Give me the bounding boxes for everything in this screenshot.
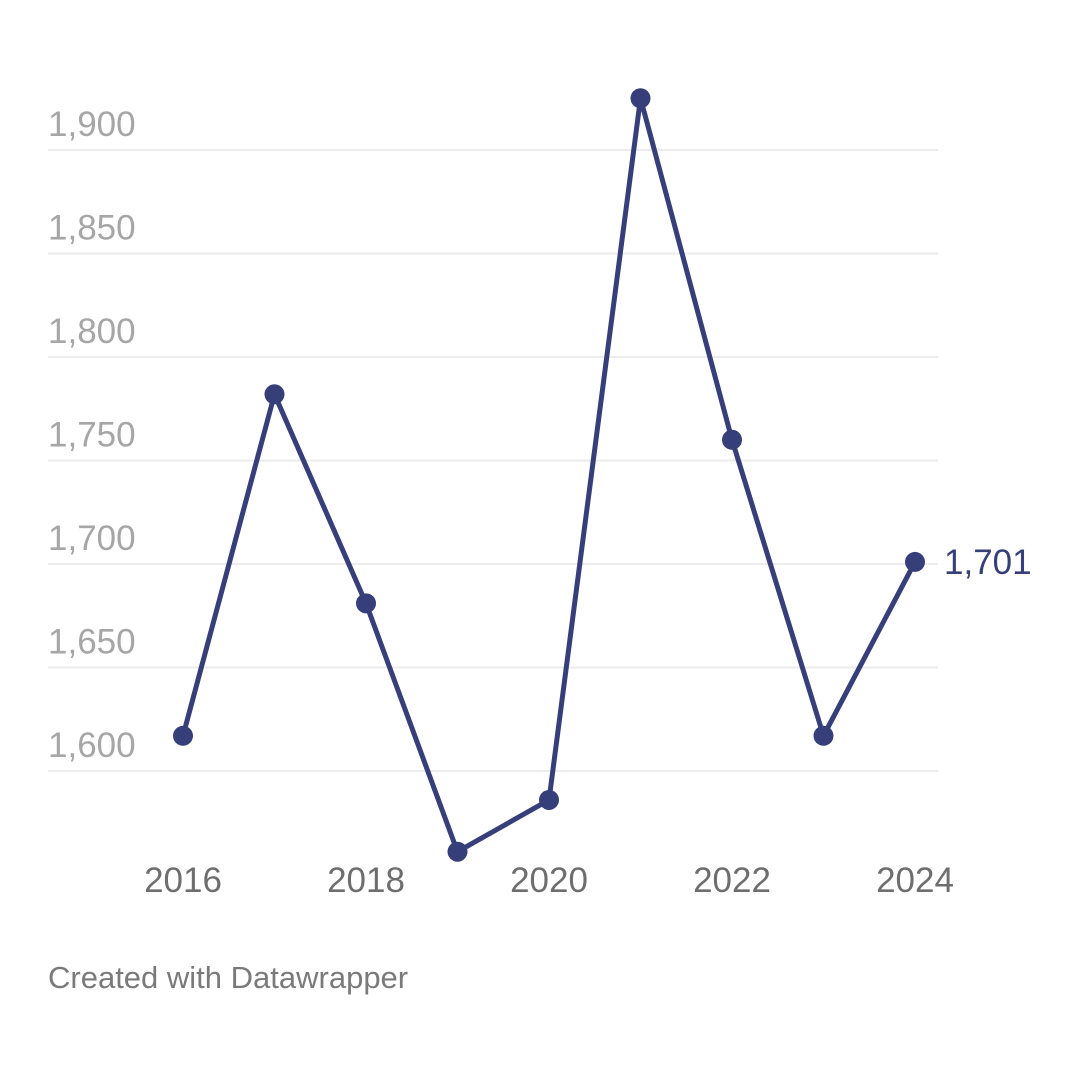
data-labels: 1,701 (944, 543, 1032, 582)
x-tick-label: 2022 (693, 861, 771, 900)
x-axis-tick-labels: 2016 2018 2020 2022 2024 (144, 861, 954, 900)
x-tick-label: 2018 (327, 861, 405, 900)
y-tick-label: 1,700 (48, 519, 136, 558)
datawrapper-credit: Created with Datawrapper (48, 960, 409, 995)
data-point-2021 (630, 88, 651, 109)
x-tick-label: 2020 (510, 861, 588, 900)
y-axis-tick-labels: 1,600 1,650 1,700 1,750 1,800 1,850 1,900 (48, 105, 136, 765)
data-point-2017 (264, 384, 285, 405)
series-line-layer (180, 95, 918, 855)
y-tick-label: 1,800 (48, 312, 136, 351)
data-points (173, 88, 925, 862)
x-tick-label: 2024 (876, 861, 954, 900)
end-value-label: 1,701 (944, 543, 1032, 582)
series-line (180, 95, 918, 855)
y-tick-label: 1,600 (48, 726, 136, 765)
data-point-2020 (539, 789, 559, 810)
y-tick-label: 1,750 (48, 416, 136, 455)
data-point-2023 (813, 725, 834, 746)
y-tick-label: 1,900 (48, 105, 136, 144)
y-tick-label: 1,850 (48, 209, 136, 248)
data-point-2018 (356, 593, 376, 614)
data-point-2024 (905, 551, 925, 572)
x-tick-label: 2016 (144, 861, 222, 900)
y-tick-label: 1,650 (48, 623, 136, 662)
data-point-2019 (447, 841, 468, 862)
data-point-2022 (722, 429, 742, 450)
gridlines (48, 149, 938, 772)
data-point-2016 (173, 725, 193, 746)
